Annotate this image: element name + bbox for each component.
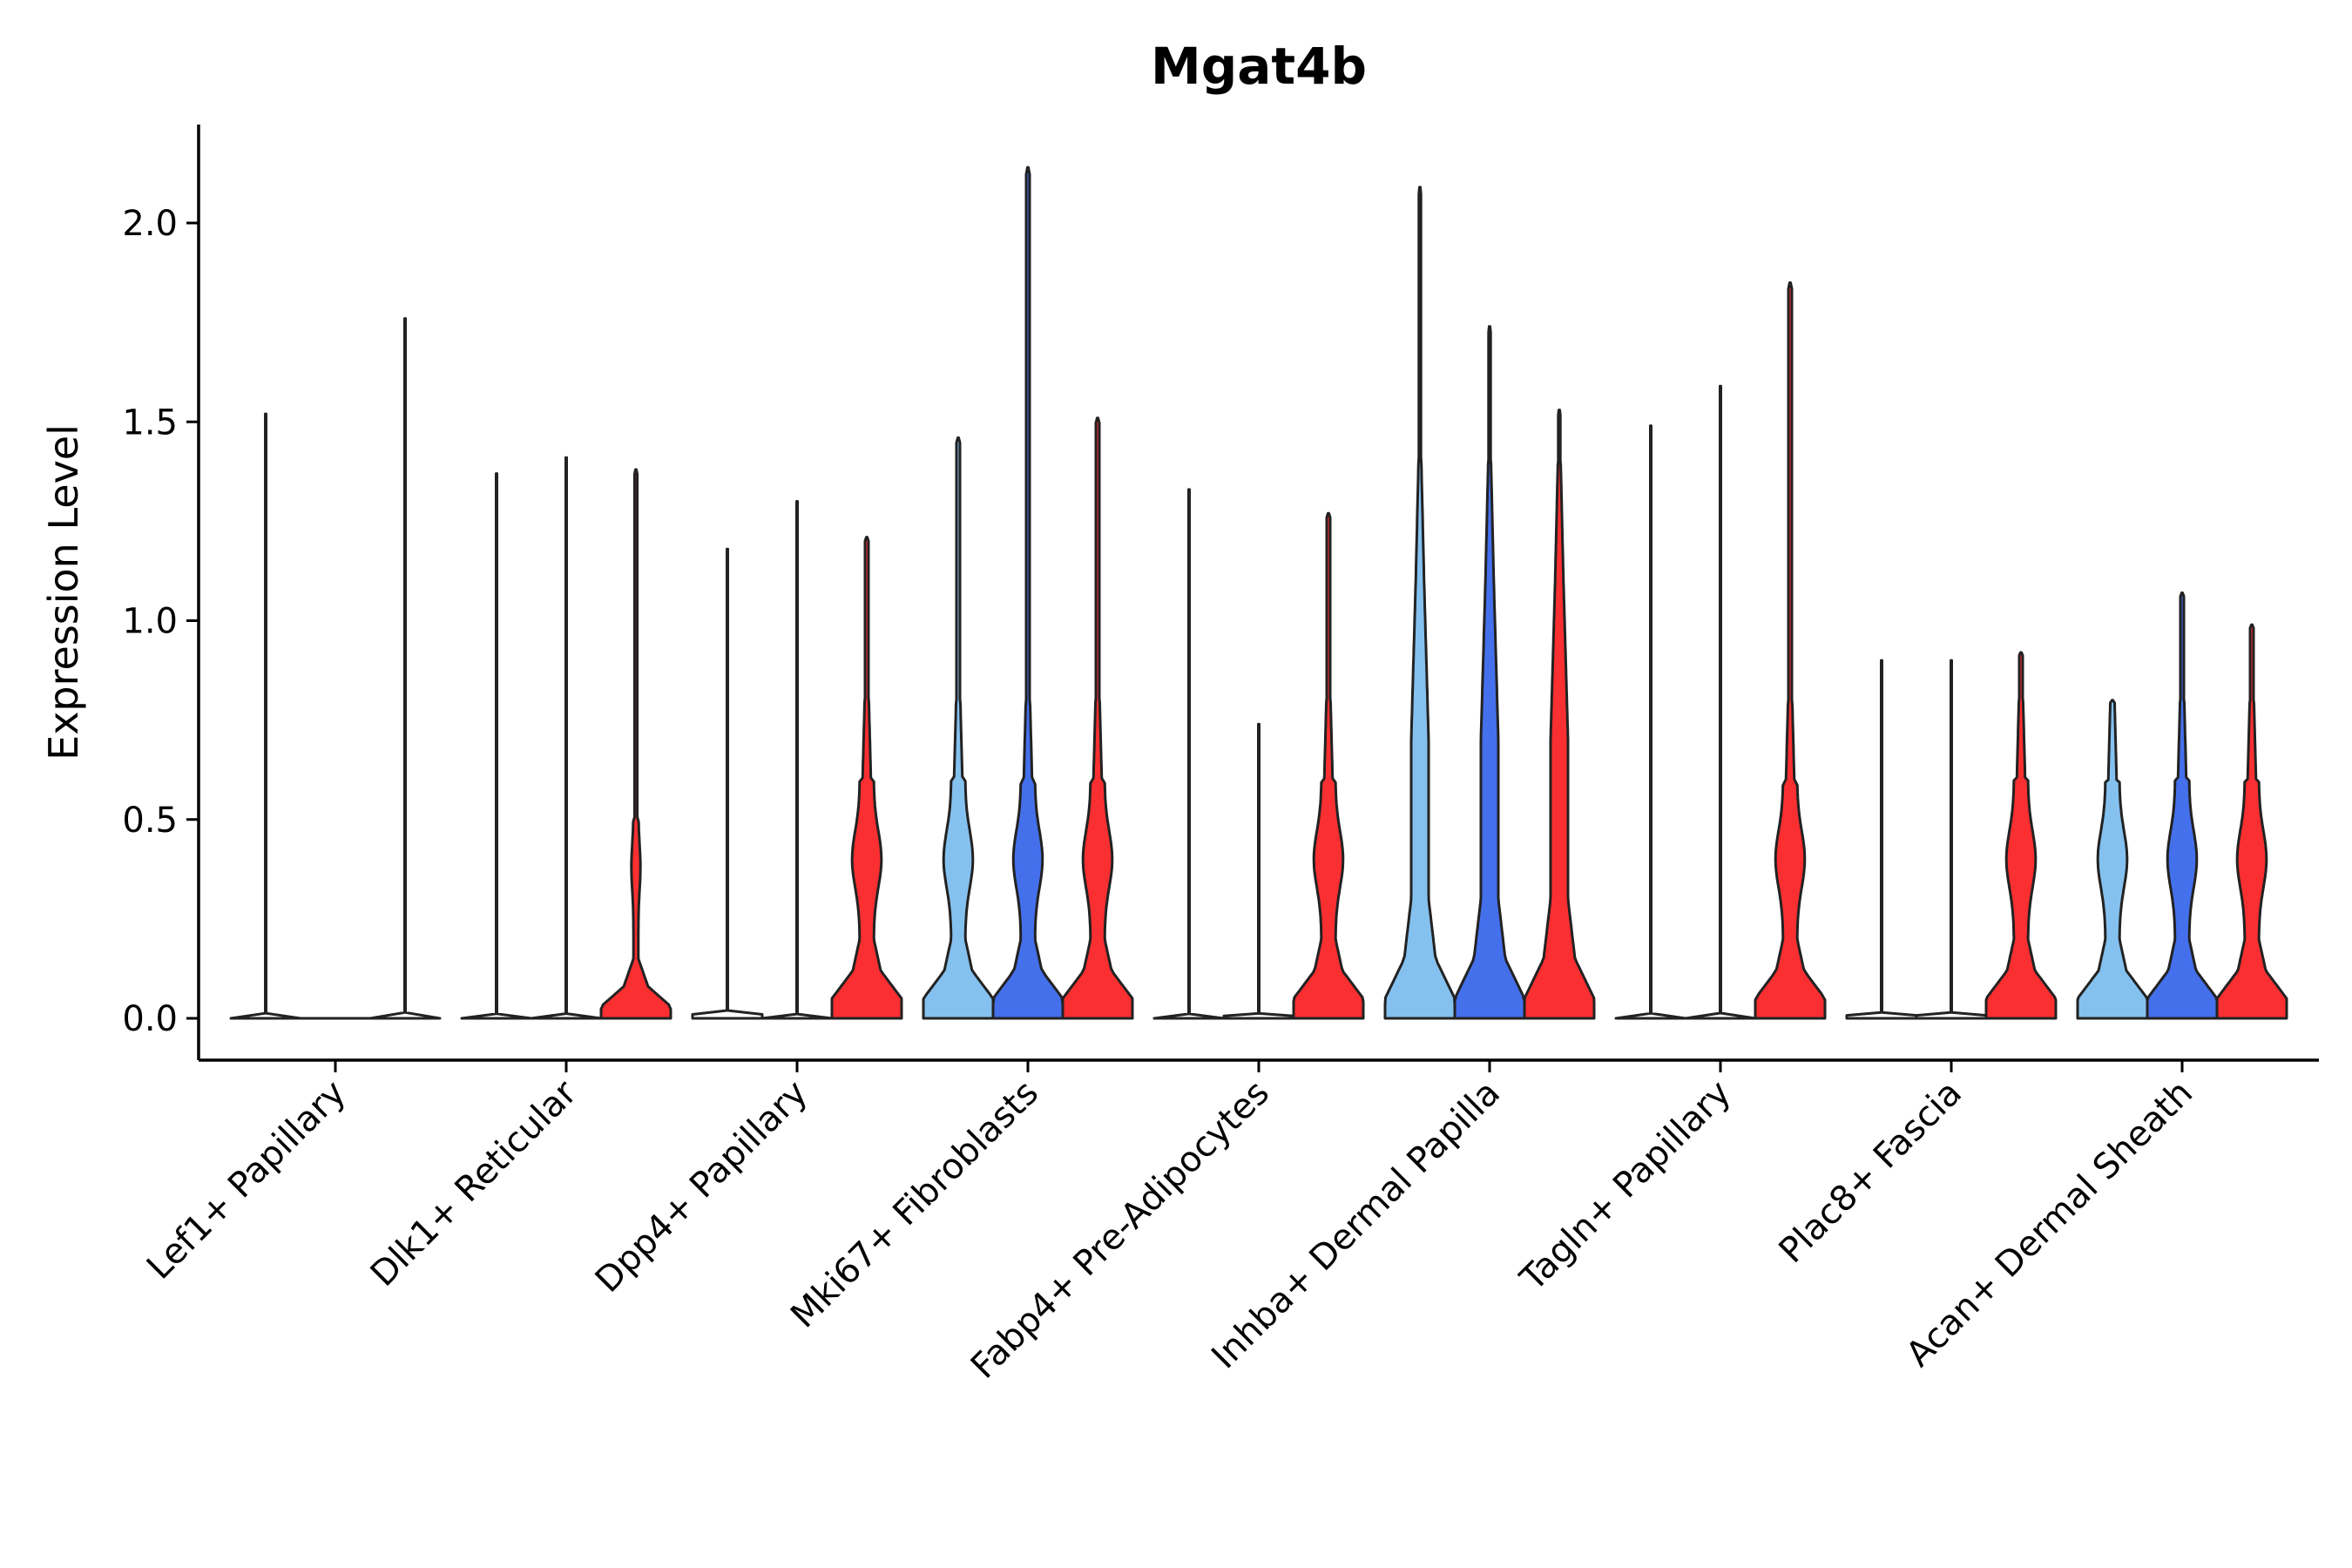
x-category-label: Plac8+ Fascia bbox=[1772, 1073, 1970, 1272]
violin-6-series-3 bbox=[1523, 409, 1596, 1020]
violin-9-series-1 bbox=[2076, 699, 2149, 1020]
violin-4-series-2 bbox=[991, 166, 1064, 1020]
x-category-label: Tagln+ Papillary bbox=[1512, 1073, 1739, 1300]
violin-6-series-1 bbox=[1383, 186, 1456, 1020]
violin-9-series-3 bbox=[2215, 623, 2288, 1020]
violin-2-series-3 bbox=[599, 468, 672, 1020]
x-category-label: Lef1+ Papillary bbox=[139, 1073, 354, 1288]
x-category-label: Dlk1+ Reticular bbox=[363, 1072, 585, 1294]
violin-8-series-2 bbox=[1915, 659, 1988, 1020]
violin-5-series-1 bbox=[1152, 488, 1226, 1020]
violin-6-series-2 bbox=[1453, 325, 1526, 1020]
x-category-label: Mki67+ Fibroblasts bbox=[783, 1073, 1046, 1336]
violin-2-series-1 bbox=[460, 472, 533, 1020]
x-category-label: Dpp4+ Papillary bbox=[588, 1073, 815, 1301]
y-tick-label: 2.0 bbox=[122, 204, 178, 244]
violin-3-series-3 bbox=[830, 536, 903, 1020]
violin-5-series-2 bbox=[1222, 722, 1295, 1020]
violin-4-series-1 bbox=[922, 436, 995, 1020]
plot-area bbox=[229, 166, 2288, 1020]
violin-7-series-2 bbox=[1684, 384, 1757, 1020]
violin-1-series-1 bbox=[229, 412, 302, 1020]
y-axis-title: Expression Level bbox=[40, 424, 87, 760]
violin-7-series-1 bbox=[1614, 424, 1687, 1020]
violin-9-series-2 bbox=[2146, 591, 2219, 1020]
violin-3-series-2 bbox=[760, 500, 834, 1020]
y-tick-label: 0.5 bbox=[122, 801, 178, 841]
y-tick-label: 0.0 bbox=[122, 999, 178, 1039]
axes: 0.0 0.5 1.0 1.5 2.0 Lef1+ Papillary Dlk1+ Reti… bbox=[122, 125, 2319, 1387]
violin-3-series-1 bbox=[691, 547, 764, 1020]
violin-7-series-3 bbox=[1754, 281, 1827, 1020]
violin-2-series-2 bbox=[530, 456, 603, 1020]
violin-5-series-3 bbox=[1292, 511, 1365, 1020]
violin-8-series-3 bbox=[1984, 651, 2058, 1020]
y-tick-label: 1.0 bbox=[122, 602, 178, 642]
violin-8-series-1 bbox=[1845, 659, 1918, 1020]
y-tick-label: 1.5 bbox=[122, 402, 178, 443]
violin-4-series-3 bbox=[1061, 416, 1134, 1020]
violin-1-series-3 bbox=[368, 317, 442, 1020]
chart-title: Mgat4b bbox=[1151, 37, 1367, 96]
